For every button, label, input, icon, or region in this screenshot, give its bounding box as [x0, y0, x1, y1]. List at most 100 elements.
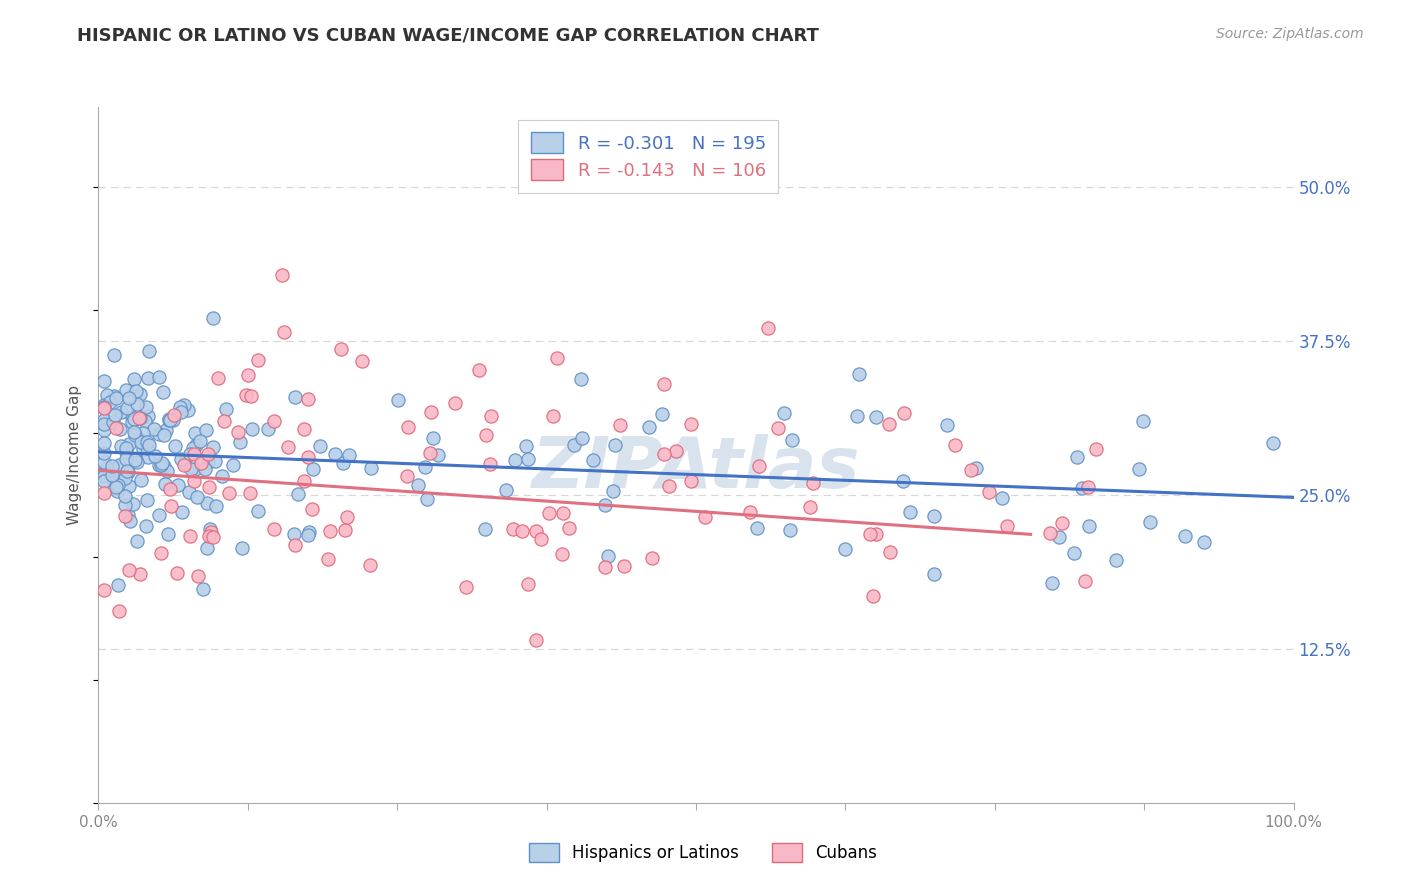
Point — [263, 522, 285, 536]
Point — [297, 450, 319, 465]
Point — [114, 489, 136, 503]
Point — [505, 453, 527, 467]
Point — [292, 474, 315, 488]
Point — [181, 441, 204, 455]
Point — [170, 405, 193, 419]
Point — [93, 582, 115, 597]
Point — [799, 500, 821, 514]
Point — [148, 427, 170, 442]
Point — [638, 419, 661, 434]
Point — [169, 400, 191, 414]
Point — [865, 409, 887, 424]
Point — [93, 398, 115, 412]
Point — [162, 412, 184, 426]
Point — [115, 464, 138, 478]
Point — [125, 397, 148, 411]
Point — [191, 582, 214, 596]
Point — [1174, 529, 1197, 543]
Point — [422, 431, 444, 445]
Point — [93, 400, 115, 414]
Point — [103, 409, 125, 423]
Point — [115, 401, 138, 415]
Point — [186, 438, 208, 452]
Point — [98, 395, 121, 409]
Point — [198, 522, 221, 536]
Point — [184, 426, 207, 441]
Point — [124, 453, 146, 467]
Point — [862, 589, 884, 603]
Point — [502, 522, 524, 536]
Point — [444, 396, 467, 410]
Point — [157, 412, 180, 426]
Point — [240, 422, 263, 436]
Point — [977, 484, 1000, 499]
Point — [510, 524, 533, 538]
Point — [179, 447, 201, 461]
Point — [350, 354, 373, 368]
Point — [879, 545, 901, 559]
Point — [779, 524, 801, 538]
Point — [546, 351, 568, 365]
Point — [110, 405, 132, 419]
Point — [183, 447, 205, 461]
Point — [582, 452, 605, 467]
Point — [160, 500, 183, 514]
Point — [132, 442, 155, 457]
Point — [284, 390, 307, 404]
Point — [651, 407, 673, 421]
Point — [159, 482, 181, 496]
Point — [179, 529, 201, 543]
Point — [679, 417, 702, 431]
Point — [834, 541, 856, 556]
Point — [122, 372, 145, 386]
Point — [332, 456, 354, 470]
Point — [103, 348, 125, 362]
Point — [277, 440, 299, 454]
Point — [96, 460, 118, 475]
Point — [115, 441, 138, 455]
Point — [105, 484, 128, 499]
Point — [104, 391, 127, 405]
Text: Source: ZipAtlas.com: Source: ZipAtlas.com — [1216, 27, 1364, 41]
Point — [236, 368, 259, 382]
Point — [173, 456, 195, 470]
Point — [114, 508, 136, 523]
Point — [593, 498, 616, 512]
Point — [132, 434, 155, 448]
Point — [323, 447, 346, 461]
Point — [131, 435, 153, 450]
Point — [218, 485, 240, 500]
Point — [157, 411, 180, 425]
Point — [195, 424, 218, 438]
Point — [516, 576, 538, 591]
Text: HISPANIC OR LATINO VS CUBAN WAGE/INCOME GAP CORRELATION CHART: HISPANIC OR LATINO VS CUBAN WAGE/INCOME … — [77, 27, 820, 45]
Point — [195, 496, 218, 510]
Point — [1077, 518, 1099, 533]
Point — [121, 410, 143, 425]
Point — [859, 526, 882, 541]
Point — [879, 417, 901, 431]
Point — [387, 392, 409, 407]
Point — [93, 412, 115, 426]
Point — [134, 414, 156, 428]
Point — [557, 521, 579, 535]
Point — [229, 435, 252, 450]
Point — [122, 497, 145, 511]
Point — [198, 529, 221, 543]
Point — [129, 410, 152, 425]
Point — [131, 426, 153, 441]
Point — [115, 384, 138, 398]
Point — [247, 352, 270, 367]
Point — [474, 522, 496, 536]
Point — [212, 414, 235, 428]
Point — [142, 422, 165, 436]
Point — [108, 458, 131, 472]
Point — [337, 448, 360, 462]
Point — [136, 370, 159, 384]
Point — [194, 462, 217, 476]
Point — [846, 409, 869, 424]
Point — [747, 458, 769, 473]
Point — [898, 505, 921, 519]
Text: ZIPAtlas: ZIPAtlas — [531, 434, 860, 503]
Point — [239, 389, 262, 403]
